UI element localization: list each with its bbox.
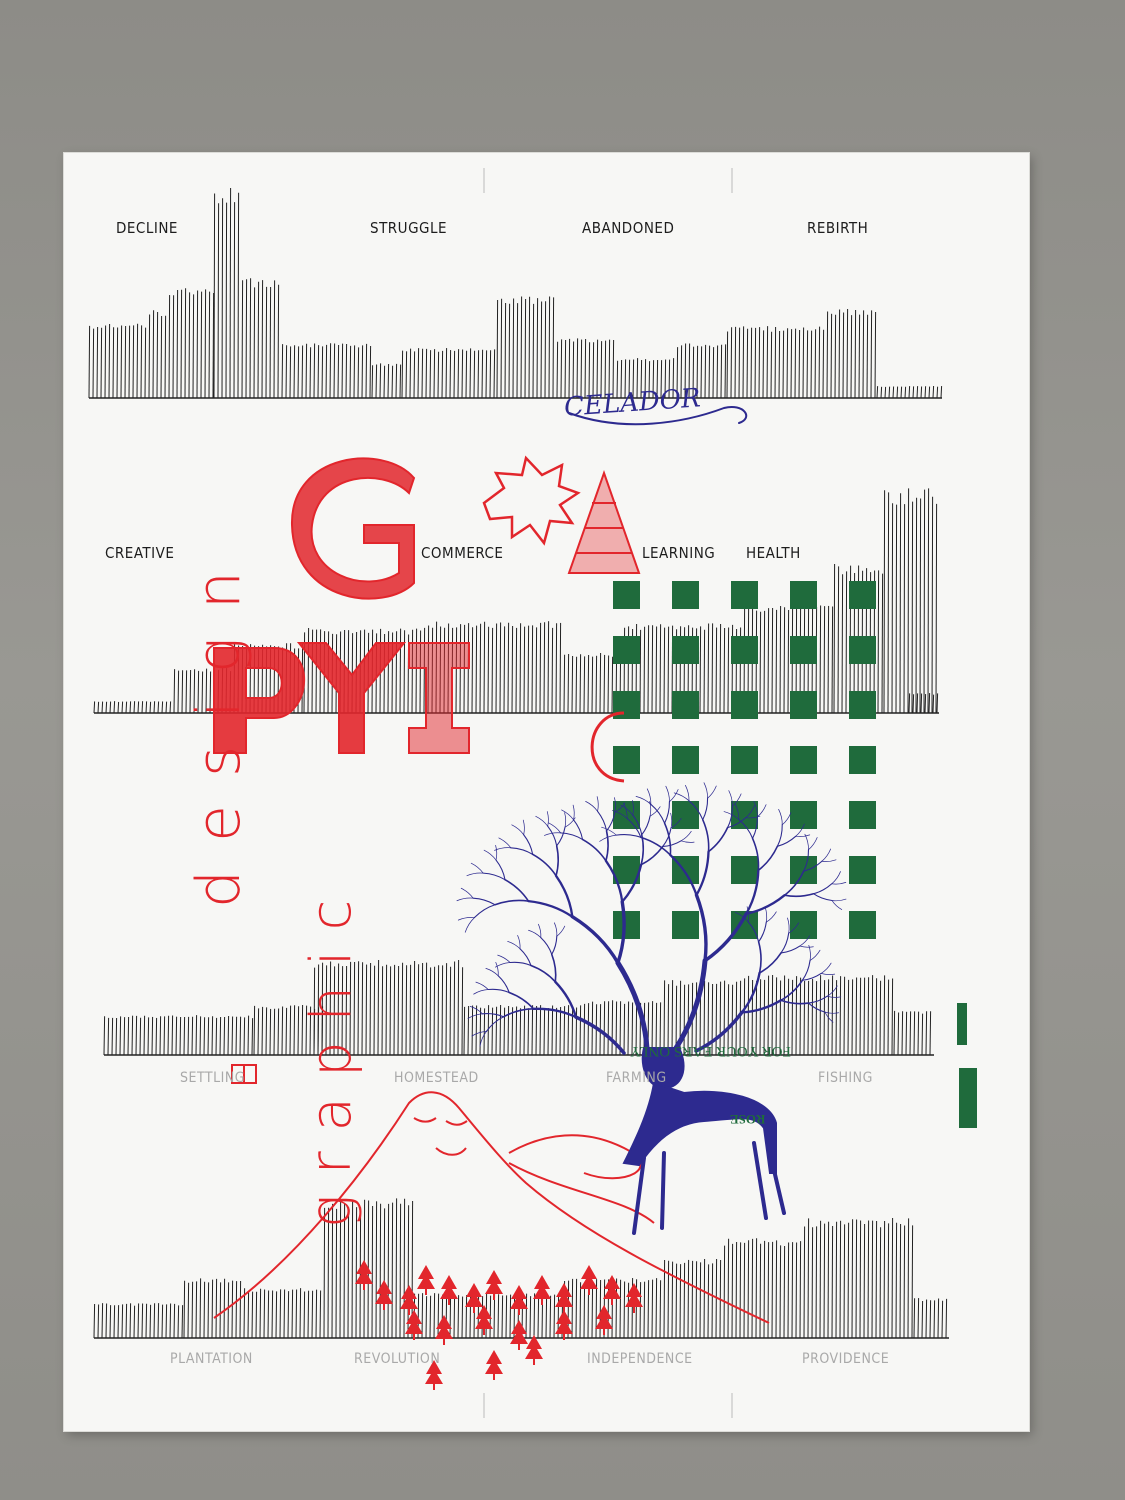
label-settling: SETTLING — [180, 1070, 245, 1086]
red-y-letter — [296, 642, 407, 754]
red-g-letter — [290, 457, 416, 600]
graphic-word: graphic — [299, 879, 364, 1228]
label-revolution: REVOLUTION — [354, 1351, 441, 1367]
label-learning: LEARNING — [642, 544, 716, 562]
label-farming: FARMING — [606, 1070, 667, 1086]
red-tree-cluster — [355, 1260, 643, 1390]
red-a-letter — [567, 469, 641, 574]
poster-artwork — [88, 168, 977, 1418]
blue-deer-antlers — [456, 406, 847, 1235]
label-commerce: COMMERCE — [421, 544, 504, 562]
label-providence: PROVIDENCE — [802, 1351, 890, 1367]
label-abandoned: ABANDONED — [582, 219, 675, 237]
label-health: HEALTH — [746, 544, 801, 562]
red-i-letter — [408, 642, 470, 754]
red-c-letter — [590, 711, 625, 783]
red-letterforms — [213, 455, 770, 1324]
registration-marks — [483, 168, 733, 1418]
label-decline: DECLINE — [116, 219, 178, 237]
label-struggle: STRUGGLE — [370, 219, 448, 237]
green-stamp-small: ROSE — [730, 1112, 766, 1127]
label-rebirth: REBIRTH — [807, 219, 869, 237]
red-p-letter — [213, 647, 306, 754]
label-plantation: PLANTATION — [170, 1351, 253, 1367]
label-independence: INDEPENDENCE — [587, 1351, 693, 1367]
label-creative: CREATIVE — [105, 544, 175, 562]
label-fishing: FISHING — [818, 1070, 873, 1086]
label-homestead: HOMESTEAD — [394, 1070, 479, 1086]
design-word: design — [184, 543, 254, 908]
screenprint-poster: DECLINE STRUGGLE ABANDONED REBIRTH CREAT… — [64, 153, 1029, 1431]
red-volcano — [213, 1091, 770, 1324]
red-starburst — [482, 455, 581, 546]
green-stamp-text: FOR YOUR EARS ONLY — [630, 1043, 791, 1059]
green-square-grid — [613, 581, 977, 1128]
